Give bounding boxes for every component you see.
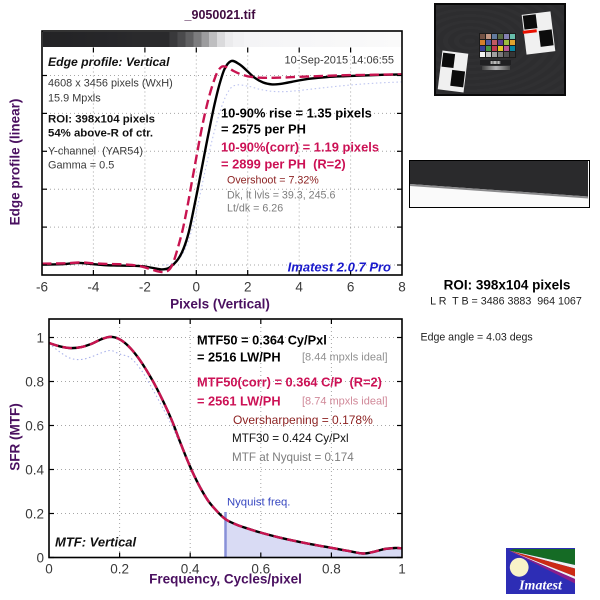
svg-text:Imatest: Imatest [518, 579, 563, 594]
